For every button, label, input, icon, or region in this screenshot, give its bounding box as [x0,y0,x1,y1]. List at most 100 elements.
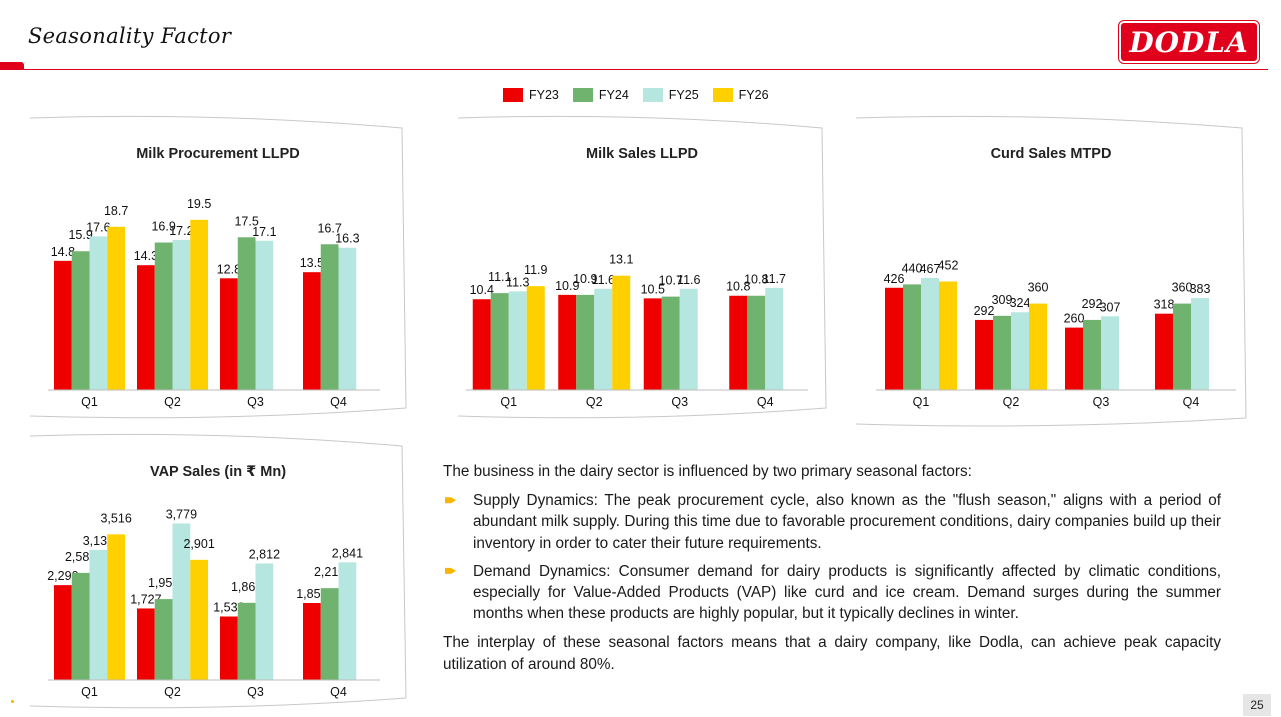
bullet-arrow-icon [445,567,456,574]
x-tick-label: Q2 [1003,395,1020,409]
brand-logo-text: DODLA [1129,25,1249,59]
data-label: 307 [1100,300,1121,314]
legend-swatch [503,88,523,102]
bar-fy23-q2 [137,608,155,680]
data-label: 11.6 [592,273,615,287]
bar-fy26-q2 [1029,303,1047,390]
data-label: 11.9 [524,263,547,277]
bar-fy24-q3 [661,296,680,390]
bar-fy23-q1 [54,585,72,680]
data-label: 10.5 [641,282,665,296]
x-tick-label: Q2 [164,685,181,699]
bar-fy23-q4 [303,272,321,390]
x-tick-label: Q4 [757,395,774,409]
data-label: 18.7 [104,204,128,218]
data-label: 2,841 [332,546,363,560]
data-label: 1,727 [130,592,161,606]
x-tick-label: Q1 [500,395,517,409]
bar-fy25-q2 [594,288,613,390]
legend-label: FY26 [738,88,769,102]
data-label: 17.5 [234,214,258,228]
data-label: 292 [974,304,995,318]
bar-fy25-q3 [679,288,698,390]
data-label: 12.8 [217,262,241,276]
panel-frame [29,115,407,419]
data-label: 1,533 [213,600,244,614]
data-label: 452 [938,259,959,273]
bar-fy23-q4 [729,295,748,390]
panel-frame [855,115,1247,427]
bar-fy25-q3 [1101,316,1119,390]
bar-fy25-q2 [172,239,191,390]
bar-fy23-q1 [885,287,903,390]
data-label: 360 [1028,281,1049,295]
bar-fy23-q3 [220,616,238,680]
data-label: 2,290 [47,569,78,583]
list-item: Supply Dynamics: The peak procurement cy… [443,490,1221,554]
x-tick-label: Q1 [81,395,98,409]
data-label: 10.8 [744,273,768,287]
factor-list: Supply Dynamics: The peak procurement cy… [443,490,1221,624]
milk-sales-panel: Milk Sales LLPD 10.4 11.1 11.3 11.9 Q1 10.9 10… [457,115,827,419]
bar-fy24-q1 [71,251,90,390]
legend-item-fy25: FY25 [642,88,699,102]
bar-fy24-q1 [903,284,921,390]
data-label: 3,516 [100,511,131,525]
panel-frame [457,115,827,419]
legend-item-fy26: FY26 [712,88,769,102]
bar-fy24-q3 [1083,319,1101,390]
data-label: 324 [1010,296,1031,310]
bar-fy23-q3 [1065,327,1083,390]
data-label: 11.1 [488,270,511,284]
data-label: 10.4 [470,283,494,297]
bar-fy25-q1 [508,291,527,390]
data-label: 13.5 [300,256,324,270]
bar-fy26-q2 [190,219,208,390]
header-accent-mark [0,62,24,69]
header-divider [0,69,1268,70]
x-tick-label: Q3 [247,395,264,409]
bar-fy24-q1 [490,293,509,390]
data-label: 1,863 [231,580,262,594]
bar-fy24-q4 [320,244,339,390]
data-label: 13.1 [609,253,633,267]
bar-fy24-q3 [237,237,256,390]
vap-sales-panel: VAP Sales (in ₹ Mn) 2,290 2,586 3,139 3,516… [29,433,407,709]
bar-fy24-q2 [993,315,1011,390]
x-tick-label: Q1 [81,685,98,699]
legend-item-fy23: FY23 [503,88,559,102]
data-label: 16.3 [335,232,359,246]
data-label: 292 [1082,297,1103,311]
data-label: 10.8 [726,280,750,294]
legend-swatch [572,88,593,102]
data-label: 16.9 [151,220,175,234]
data-label: 2,901 [183,537,214,551]
bar-fy26-q1 [107,226,125,390]
data-label: 10.7 [659,274,683,288]
data-label: 15.9 [68,228,92,242]
intro-paragraph: The business in the dairy sector is infl… [443,463,972,480]
chart-title: Curd Sales MTPD [990,146,1112,162]
bullet-arrow-icon [445,497,456,504]
data-label: 11.3 [506,275,529,289]
x-tick-label: Q4 [330,685,347,699]
milk-sales-chart: 10.411.111.311.9Q110.910.911.613.1Q210.5… [466,253,808,409]
x-tick-label: Q2 [586,395,603,409]
bullet-text: Demand Dynamics: Consumer demand for dai… [473,562,1221,623]
bar-fy25-q1 [89,549,108,680]
bar-fy25-q4 [1191,298,1209,390]
bar-fy23-q2 [975,319,993,390]
legend-label: FY25 [668,88,699,102]
bar-fy23-q4 [303,603,321,680]
bar-fy25-q3 [255,563,274,680]
milk-procurement-panel: Milk Procurement LLPD 14.8 15.9 17.6 18.7 Q1… [29,115,407,419]
bar-fy23-q1 [54,260,72,390]
bar-fy23-q2 [137,265,155,390]
data-label: 1,953 [148,576,179,590]
page-title: Seasonality Factor [28,24,232,48]
x-tick-label: Q4 [1183,395,1200,409]
data-label: 467 [920,262,941,276]
legend-label: FY23 [529,88,559,102]
bar-fy26-q2 [190,559,208,680]
bar-fy24-q4 [320,588,339,680]
